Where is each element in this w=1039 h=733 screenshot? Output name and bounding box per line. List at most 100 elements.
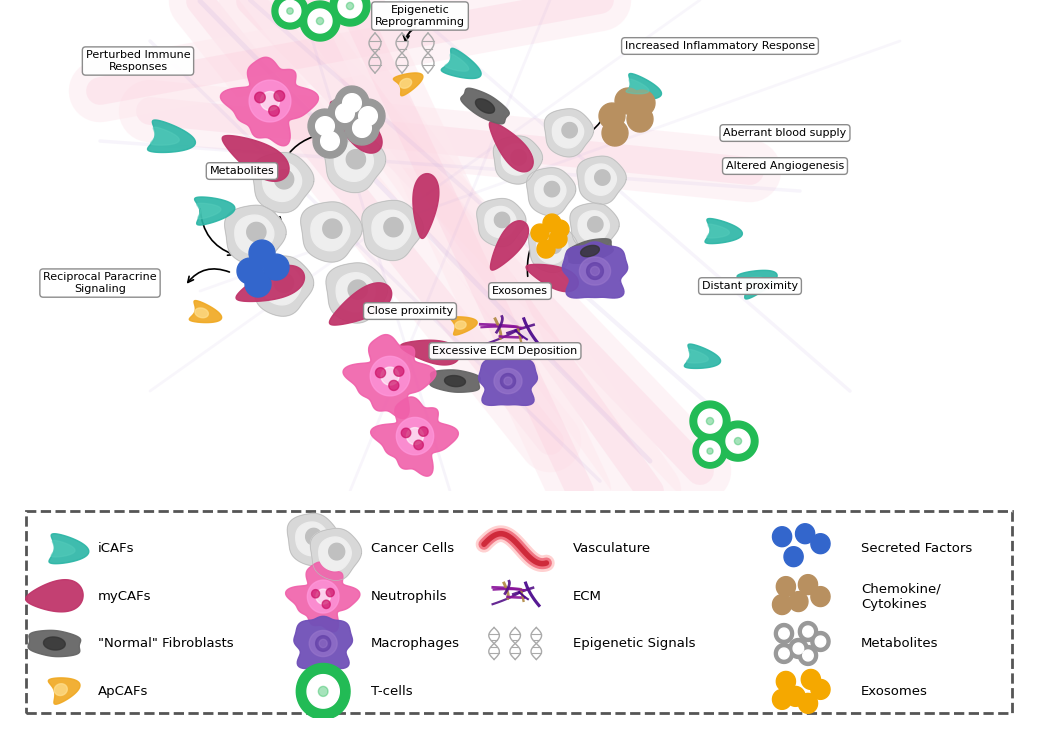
Polygon shape (54, 684, 68, 696)
Polygon shape (274, 170, 294, 189)
Polygon shape (311, 212, 350, 251)
Polygon shape (326, 263, 388, 323)
Polygon shape (588, 217, 603, 232)
Polygon shape (705, 218, 743, 243)
Polygon shape (801, 669, 821, 690)
Polygon shape (316, 117, 335, 136)
Text: Exosomes: Exosomes (860, 685, 928, 698)
Text: Distant proximity: Distant proximity (702, 281, 798, 291)
Polygon shape (300, 202, 363, 262)
Polygon shape (793, 643, 803, 654)
Polygon shape (476, 99, 495, 114)
Polygon shape (693, 434, 727, 468)
Polygon shape (194, 197, 235, 225)
Polygon shape (381, 367, 399, 385)
Polygon shape (623, 73, 662, 100)
Polygon shape (587, 262, 604, 279)
Text: iCAFs: iCAFs (98, 542, 134, 555)
Polygon shape (419, 427, 428, 436)
Polygon shape (343, 334, 436, 419)
Polygon shape (245, 271, 271, 297)
Polygon shape (235, 215, 274, 254)
Polygon shape (726, 429, 750, 453)
Text: Close proximity: Close proximity (367, 306, 453, 316)
Polygon shape (261, 92, 279, 111)
Polygon shape (798, 646, 818, 666)
Polygon shape (798, 575, 818, 594)
Polygon shape (687, 350, 709, 363)
Polygon shape (316, 636, 330, 652)
Polygon shape (279, 0, 301, 22)
Polygon shape (317, 18, 323, 25)
Polygon shape (778, 628, 790, 639)
Polygon shape (308, 580, 339, 613)
Polygon shape (451, 317, 477, 335)
Polygon shape (326, 589, 335, 597)
Polygon shape (578, 211, 609, 242)
Polygon shape (502, 144, 533, 175)
Polygon shape (785, 686, 805, 707)
Polygon shape (414, 440, 423, 449)
Polygon shape (535, 176, 566, 207)
Polygon shape (337, 273, 375, 312)
Polygon shape (772, 527, 792, 547)
Polygon shape (300, 1, 340, 41)
Polygon shape (479, 355, 537, 405)
Polygon shape (772, 594, 792, 614)
Text: Secreted Factors: Secreted Factors (860, 542, 973, 555)
Polygon shape (286, 562, 359, 632)
Polygon shape (319, 639, 327, 648)
Polygon shape (263, 254, 289, 280)
Polygon shape (590, 267, 600, 276)
Polygon shape (490, 221, 529, 270)
Polygon shape (547, 238, 561, 254)
Polygon shape (529, 224, 578, 273)
Polygon shape (335, 86, 369, 120)
Polygon shape (394, 73, 423, 96)
Polygon shape (816, 636, 826, 647)
Polygon shape (570, 203, 619, 251)
Polygon shape (718, 421, 758, 461)
Polygon shape (287, 8, 293, 14)
Text: Chemokine/
Cytokines: Chemokine/ Cytokines (860, 583, 940, 611)
Text: Increased Inflammatory Response: Increased Inflammatory Response (624, 41, 815, 51)
Polygon shape (44, 637, 65, 650)
Polygon shape (803, 626, 814, 637)
Polygon shape (323, 219, 342, 238)
Polygon shape (262, 266, 301, 305)
Text: Vasculature: Vasculature (572, 542, 650, 555)
Polygon shape (371, 397, 458, 476)
Polygon shape (741, 277, 765, 293)
Text: Metabolites: Metabolites (860, 637, 938, 650)
Text: Exosomes: Exosomes (492, 286, 548, 296)
Polygon shape (313, 124, 347, 158)
Text: Altered Angiogenesis: Altered Angiogenesis (726, 161, 844, 171)
Text: myCAFs: myCAFs (98, 590, 151, 603)
FancyBboxPatch shape (26, 511, 1012, 713)
Polygon shape (263, 163, 301, 202)
Polygon shape (249, 240, 275, 266)
Polygon shape (412, 174, 438, 238)
Polygon shape (698, 409, 722, 433)
Polygon shape (537, 232, 568, 263)
Polygon shape (338, 0, 362, 18)
Polygon shape (707, 448, 713, 454)
Polygon shape (442, 48, 481, 78)
Polygon shape (330, 0, 370, 26)
Polygon shape (504, 377, 512, 385)
Polygon shape (345, 111, 379, 145)
Polygon shape (351, 99, 385, 133)
Polygon shape (375, 368, 385, 377)
Polygon shape (594, 170, 610, 185)
Polygon shape (249, 80, 291, 122)
Text: Epigenetic
Reprogramming: Epigenetic Reprogramming (375, 5, 465, 27)
Polygon shape (551, 220, 569, 238)
Polygon shape (627, 79, 649, 94)
Text: Neutrophils: Neutrophils (371, 590, 448, 603)
Polygon shape (527, 168, 576, 216)
Polygon shape (629, 90, 655, 116)
Polygon shape (237, 258, 263, 284)
Polygon shape (26, 580, 83, 612)
Polygon shape (615, 88, 641, 114)
Text: Reciprocal Paracrine
Signaling: Reciprocal Paracrine Signaling (44, 272, 157, 294)
